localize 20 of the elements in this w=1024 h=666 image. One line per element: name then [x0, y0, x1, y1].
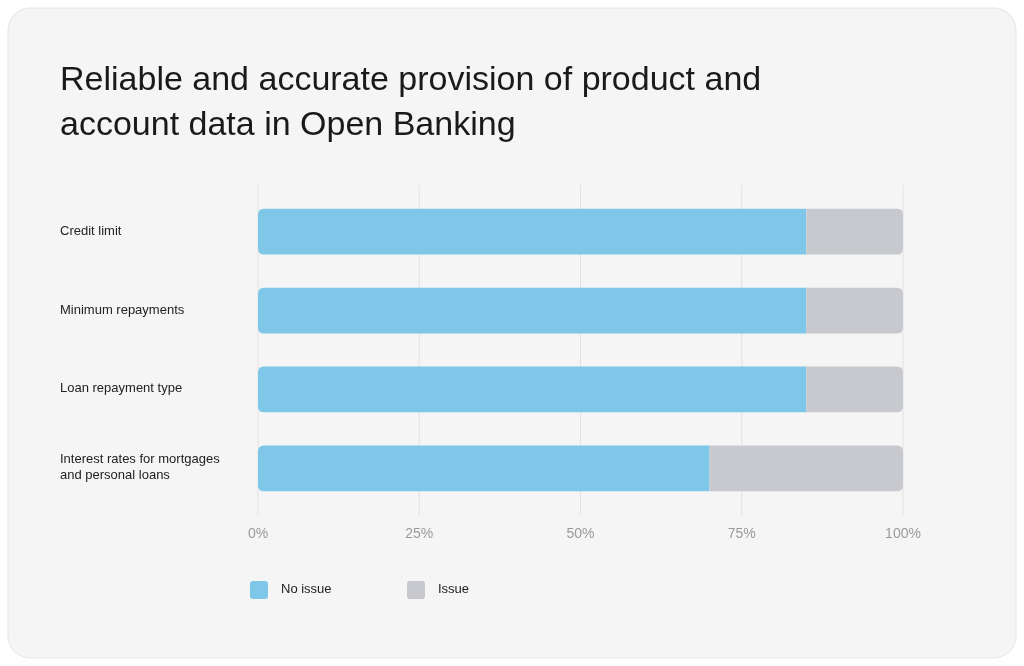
chart-title: Reliable and accurate provision of product and account data in Open Banking: [60, 59, 762, 142]
bar: [806, 366, 903, 413]
x-tick-label: 25%: [405, 525, 434, 541]
bar: [806, 208, 903, 255]
x-tick-label: 100%: [885, 525, 921, 541]
bar: [709, 445, 903, 492]
x-tick-label: 75%: [727, 525, 756, 541]
bar: [806, 287, 903, 334]
y-tick-label: Minimum repayments: [60, 301, 185, 317]
y-tick-label: Interest rates for mortgages and personal loans: [60, 451, 221, 483]
y-tick-label: Loan repayment type: [60, 380, 183, 396]
bar: [258, 287, 807, 334]
bar: [258, 445, 710, 492]
bar: [258, 208, 807, 255]
bar: [258, 366, 807, 413]
y-tick-label: Credit limit: [60, 223, 122, 239]
x-tick-label: 50%: [566, 525, 595, 541]
legend-label: No issue: [281, 581, 332, 597]
x-tick-label: 0%: [247, 525, 269, 541]
legend-label: Issue: [438, 581, 470, 597]
